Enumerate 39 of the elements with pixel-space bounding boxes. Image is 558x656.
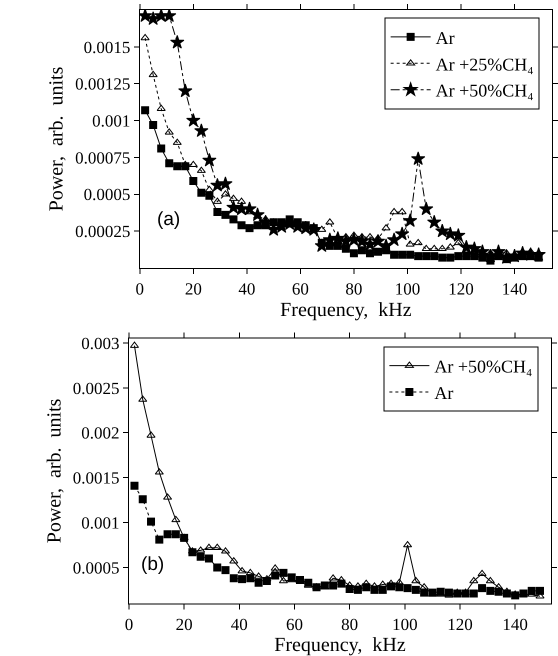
- y-tick-label: 0.00125: [75, 74, 130, 94]
- x-tick-label: 40: [230, 614, 248, 634]
- x-tick-label: 140: [502, 614, 528, 634]
- y-tick-label: 0.0005: [84, 185, 130, 204]
- x-axis-title: Frequency, kHz: [280, 298, 412, 321]
- x-tick-label: 120: [448, 279, 474, 298]
- y-tick-label: 0.0015: [72, 468, 120, 488]
- y-tick-label: 0.002: [81, 424, 120, 443]
- y-tick-label: 0.001: [92, 111, 130, 130]
- y-axis-title: Power, arb. units: [43, 398, 66, 544]
- y-tick-label: 0.0015: [84, 38, 130, 57]
- x-tick-label: 60: [292, 279, 309, 298]
- x-tick-label: 100: [392, 614, 418, 634]
- x-tick-label: 80: [345, 279, 362, 298]
- x-tick-label: 120: [447, 614, 473, 634]
- x-tick-label: 140: [502, 279, 528, 298]
- legend-label: Ar +50%CH₄: [434, 356, 532, 377]
- legend-label: Ar +25%CH₄: [436, 54, 534, 74]
- x-tick-label: 60: [286, 614, 303, 634]
- x-tick-label: 80: [341, 614, 358, 634]
- x-tick-label: 20: [184, 279, 202, 298]
- legend-label: Ar +50%CH₄: [436, 80, 534, 101]
- y-tick-label: 0.0025: [72, 378, 120, 398]
- legend-label: Ar: [434, 383, 454, 404]
- x-tick-label: 0: [124, 614, 134, 634]
- annotation: (b): [141, 554, 164, 575]
- x-tick-label: 20: [176, 614, 193, 634]
- y-tick-label: 0.001: [81, 514, 120, 533]
- y-tick-label: 0.00075: [75, 148, 130, 168]
- y-axis-title: Power, arb. units: [46, 66, 68, 212]
- x-tick-label: 40: [238, 279, 256, 298]
- y-tick-label: 0.0005: [72, 558, 120, 578]
- x-tick-label: 0: [136, 279, 144, 298]
- y-tick-label: 0.003: [81, 334, 120, 353]
- y-tick-label: 0.00025: [75, 222, 130, 242]
- legend-label: Ar: [436, 28, 455, 48]
- annotation: (a): [157, 209, 180, 230]
- x-axis-title: Frequency, kHz: [274, 634, 406, 656]
- x-tick-label: 100: [394, 279, 420, 298]
